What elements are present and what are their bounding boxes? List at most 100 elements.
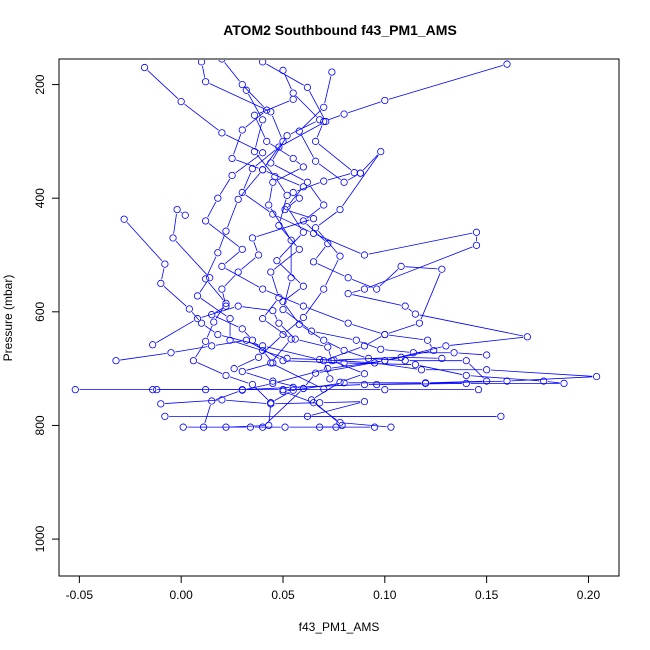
data-point bbox=[316, 116, 324, 124]
series-line-segment bbox=[227, 203, 238, 228]
data-point bbox=[112, 357, 120, 365]
data-point bbox=[338, 421, 346, 430]
data-point bbox=[381, 96, 389, 105]
data-point bbox=[202, 275, 210, 283]
series-line-segment bbox=[328, 351, 332, 357]
data-point bbox=[202, 386, 210, 394]
data-point bbox=[311, 369, 320, 377]
series-line-segment bbox=[290, 121, 316, 135]
series-line-segment bbox=[244, 331, 250, 338]
series-line-segment bbox=[224, 251, 240, 264]
plot-frame bbox=[58, 58, 620, 577]
data-point bbox=[371, 359, 379, 367]
data-point bbox=[295, 194, 303, 202]
series-line-segment bbox=[324, 364, 329, 375]
series-line-segment bbox=[302, 110, 321, 129]
data-point bbox=[423, 336, 432, 344]
series-line-segment bbox=[311, 402, 361, 416]
series-line-segment bbox=[335, 361, 361, 373]
data-point bbox=[299, 228, 307, 236]
series-line-segment bbox=[325, 259, 339, 286]
x-axis-label: f43_PM1_AMS bbox=[299, 620, 380, 634]
series-line-segment bbox=[309, 185, 322, 202]
data-point bbox=[377, 345, 385, 353]
data-point bbox=[377, 148, 385, 156]
series-line-segment bbox=[208, 223, 240, 248]
data-point bbox=[275, 319, 283, 327]
series-line-segment bbox=[429, 380, 483, 384]
data-point bbox=[214, 249, 222, 257]
series-line-segment bbox=[429, 380, 503, 384]
series-line-segment bbox=[275, 402, 316, 405]
series-line-segment bbox=[368, 246, 473, 288]
x-tick-label: 0.10 bbox=[373, 588, 397, 602]
data-point bbox=[299, 217, 307, 225]
series-line-segment bbox=[268, 406, 271, 422]
data-point bbox=[316, 423, 324, 431]
data-point bbox=[275, 294, 283, 302]
series-line-segment bbox=[338, 357, 397, 361]
series-line-segment bbox=[274, 164, 304, 181]
data-point bbox=[320, 385, 328, 393]
data-point bbox=[248, 165, 257, 173]
series-line-segment bbox=[234, 341, 284, 358]
series-line-segment bbox=[327, 341, 341, 349]
data-point bbox=[299, 163, 307, 171]
data-point bbox=[222, 227, 230, 235]
data-point bbox=[279, 137, 287, 145]
data-point bbox=[222, 371, 230, 380]
series-line-segment bbox=[246, 372, 269, 381]
data-point bbox=[373, 285, 381, 293]
y-tick-label: 600 bbox=[33, 301, 47, 321]
data-point bbox=[259, 285, 267, 293]
data-point bbox=[208, 342, 216, 350]
data-point bbox=[462, 371, 470, 380]
data-point bbox=[283, 132, 291, 140]
data-point bbox=[275, 221, 283, 230]
data-point bbox=[307, 396, 316, 404]
data-point bbox=[214, 330, 222, 339]
data-point bbox=[259, 315, 267, 323]
series-line-segment bbox=[287, 360, 340, 364]
data-point bbox=[242, 86, 250, 94]
series-line-segment bbox=[237, 358, 255, 368]
data-point bbox=[267, 159, 275, 167]
series-trace bbox=[250, 95, 491, 359]
data-point bbox=[167, 349, 175, 357]
data-point bbox=[202, 337, 210, 345]
data-point bbox=[259, 166, 267, 174]
x-axis: -0.05 0.00 0.05 0.10 0.15 0.20 bbox=[66, 576, 600, 602]
data-point bbox=[259, 149, 267, 157]
data-point bbox=[411, 361, 419, 369]
series-line-segment bbox=[279, 199, 287, 222]
data-point bbox=[309, 258, 318, 266]
series-line-segment bbox=[291, 358, 330, 361]
series-line-segment bbox=[233, 133, 242, 155]
data-point bbox=[254, 251, 263, 259]
data-point bbox=[483, 351, 491, 359]
series-line-segment bbox=[245, 194, 270, 212]
series-line-segment bbox=[318, 163, 341, 181]
series-line-segment bbox=[249, 341, 280, 359]
data-point bbox=[295, 245, 303, 253]
series-trace bbox=[238, 60, 531, 431]
data-point bbox=[401, 357, 409, 365]
data-point bbox=[311, 137, 320, 145]
data-point bbox=[193, 292, 202, 300]
series-line-segment bbox=[318, 143, 352, 171]
data-point bbox=[218, 285, 226, 293]
data-point bbox=[360, 370, 369, 378]
data-point bbox=[450, 349, 458, 357]
y-tick-label: 400 bbox=[33, 188, 47, 208]
series-line-segment bbox=[258, 100, 290, 114]
data-point bbox=[267, 268, 275, 276]
series-line-segment bbox=[241, 257, 256, 270]
y-tick-label: 200 bbox=[33, 74, 47, 94]
x-tick-label: 0.00 bbox=[170, 588, 194, 602]
data-point bbox=[503, 60, 511, 68]
data-point bbox=[320, 177, 328, 185]
data-point bbox=[279, 386, 287, 394]
series-line-segment bbox=[184, 103, 219, 131]
series-line-segment bbox=[253, 241, 258, 252]
